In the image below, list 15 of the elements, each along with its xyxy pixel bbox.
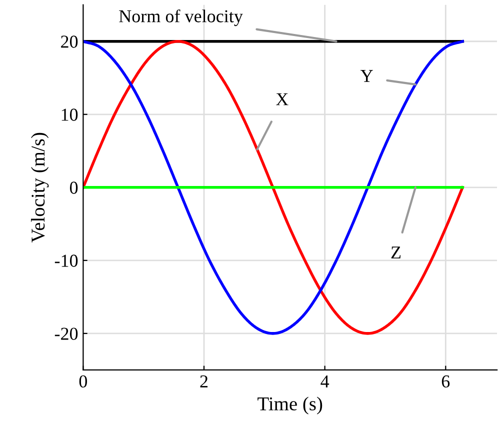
y-tick-label: 0	[70, 182, 78, 194]
annotation: X	[276, 93, 288, 106]
x-axis-title: Time (s)	[258, 396, 322, 414]
x-tick-label: 2	[200, 375, 208, 388]
annotation: Norm of velocity	[119, 9, 243, 26]
y-axis-title: Velocity (m/s)	[30, 132, 49, 243]
x-tick-label: 4	[320, 375, 330, 388]
annotation: Z	[391, 246, 401, 258]
y-tick-label: -20	[54, 328, 78, 340]
y-tick-label: 20	[61, 36, 78, 48]
x-tick-label: 6	[442, 375, 450, 388]
y-tick-label: 10	[62, 108, 78, 121]
y-tick-label: -10	[54, 254, 78, 267]
annotation: Y	[360, 70, 373, 82]
x-tick-label: 0	[79, 375, 87, 388]
